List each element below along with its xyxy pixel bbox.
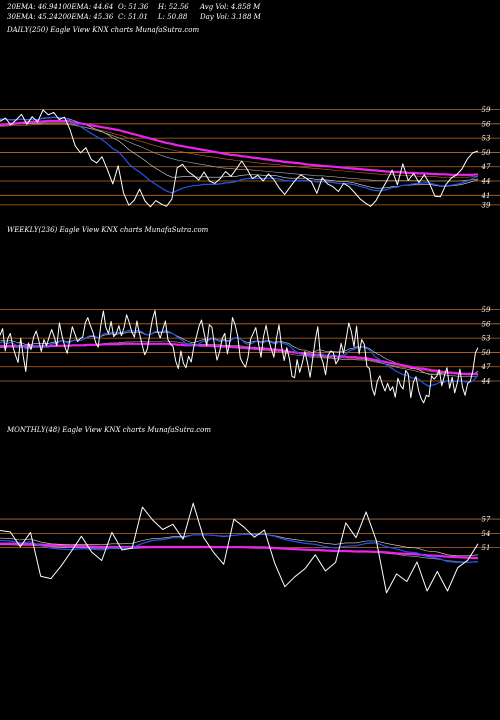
weekly-panel: 44 47 50 53 56 59 — [0, 306, 500, 404]
weekly-panel-title: WEEKLY(236) Eagle View KNX charts Munafa… — [7, 226, 209, 234]
daily-tick-label: 47 — [481, 163, 491, 171]
monthly-tick-label: 54 — [482, 530, 491, 538]
weekly-tick-label: 53 — [482, 335, 491, 343]
daily-ema-band-line — [0, 119, 479, 176]
weekly-tick-label: 44 — [481, 378, 491, 386]
close-label: C: 51.01 — [118, 13, 148, 21]
open-label: O: 51.36 — [118, 3, 149, 11]
daily-tick-label: 53 — [482, 135, 491, 143]
monthly-panel-title: MONTHLY(48) Eagle View KNX charts Munafa… — [7, 426, 212, 434]
daily-ema20-line — [0, 116, 479, 194]
ema100-label: 100EMA: 44.64 — [58, 3, 114, 11]
daily-panel-title: DAILY(250) Eagle View KNX charts MunafaS… — [7, 26, 200, 34]
daily-ema30-line — [0, 117, 479, 189]
weekly-price-line — [0, 310, 479, 404]
high-label: H: 52.56 — [158, 3, 189, 11]
weekly-tick-label: 59 — [482, 306, 491, 314]
daily-tick-label: 44 — [481, 178, 491, 186]
daily-price-line — [0, 109, 479, 208]
ema20-label: 20EMA: 46.94 — [7, 3, 58, 11]
monthly-tick-label: 57 — [482, 516, 491, 524]
monthly-ema-band-line — [0, 542, 479, 560]
daily-tick-label: 50 — [482, 149, 491, 157]
monthly-panel: 51 54 57 — [0, 502, 500, 594]
ema30-label: 30EMA: 45.24 — [7, 13, 58, 21]
weekly-tick-label: 47 — [481, 363, 491, 371]
day-vol-label: Day Vol: 3.188 M — [200, 13, 261, 21]
weekly-ema20-line — [0, 329, 479, 387]
daily-tick-label: 39 — [482, 201, 491, 209]
low-label: L: 50.88 — [158, 13, 188, 21]
monthly-tick-label: 51 — [482, 544, 491, 552]
daily-tick-label: 41 — [481, 192, 491, 200]
weekly-tick-label: 56 — [482, 320, 491, 328]
ema200-label: 200EMA: 45.36 — [58, 13, 114, 21]
daily-tick-label: 59 — [482, 106, 491, 114]
monthly-ema20-line — [0, 533, 479, 564]
avg-vol-label: Avg Vol: 4.858 M — [200, 3, 261, 11]
daily-tick-label: 56 — [482, 120, 491, 128]
monthly-price-line — [0, 502, 479, 594]
weekly-tick-label: 50 — [482, 349, 491, 357]
monthly-ema30-line — [0, 533, 479, 557]
